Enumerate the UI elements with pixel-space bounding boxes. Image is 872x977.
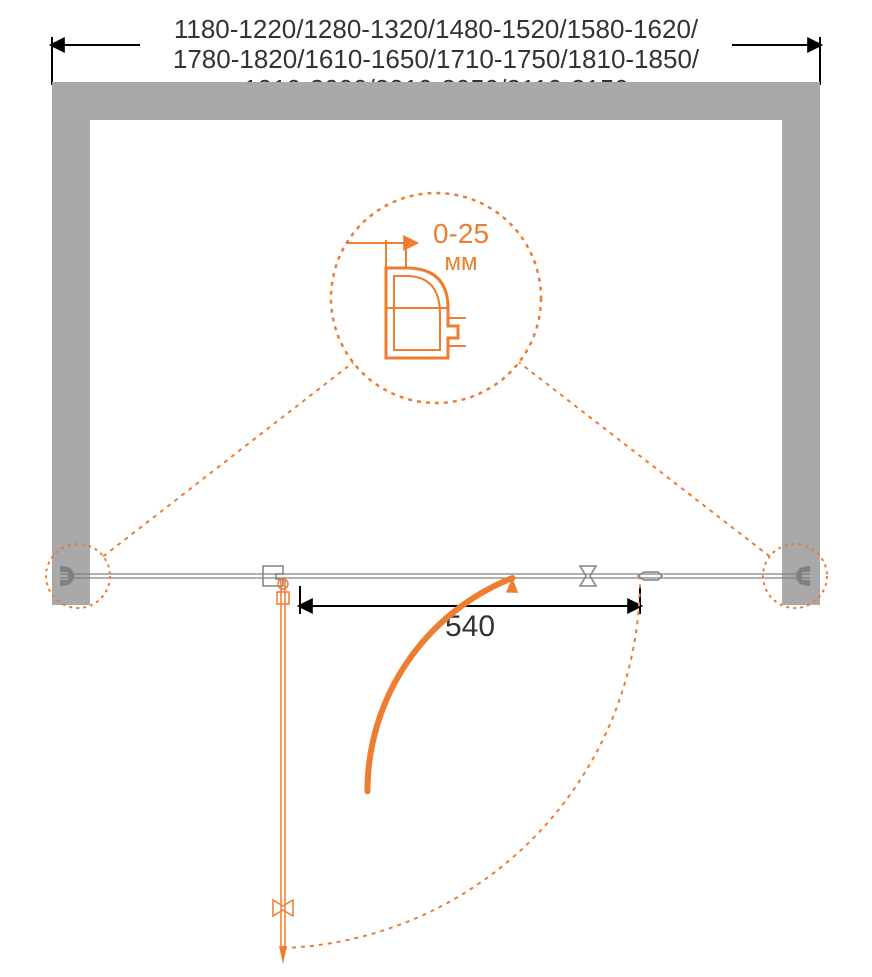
wall-right: [782, 82, 820, 605]
door-roller: [273, 900, 293, 916]
wall-top: [52, 82, 820, 120]
diagram-svg: 1180-1220/1280-1320/1480-1520/1580-1620/…: [0, 0, 872, 977]
roller-track: [580, 566, 596, 586]
diagram-canvas: 1180-1220/1280-1320/1480-1520/1580-1620/…: [0, 0, 872, 977]
leader-line: [519, 362, 770, 556]
top-dimension-text-1: 1780-1820/1610-1650/1710-1750/1810-1850/: [173, 44, 700, 74]
wall-left: [52, 82, 90, 605]
latch: [638, 572, 662, 580]
detail-label-top: 0-25: [433, 218, 489, 249]
leader-line: [103, 362, 353, 556]
detail-label-bottom: мм: [445, 249, 478, 276]
pivot-hardware: [263, 566, 283, 586]
top-dimension-text-0: 1180-1220/1280-1320/1480-1520/1580-1620/: [174, 14, 699, 44]
